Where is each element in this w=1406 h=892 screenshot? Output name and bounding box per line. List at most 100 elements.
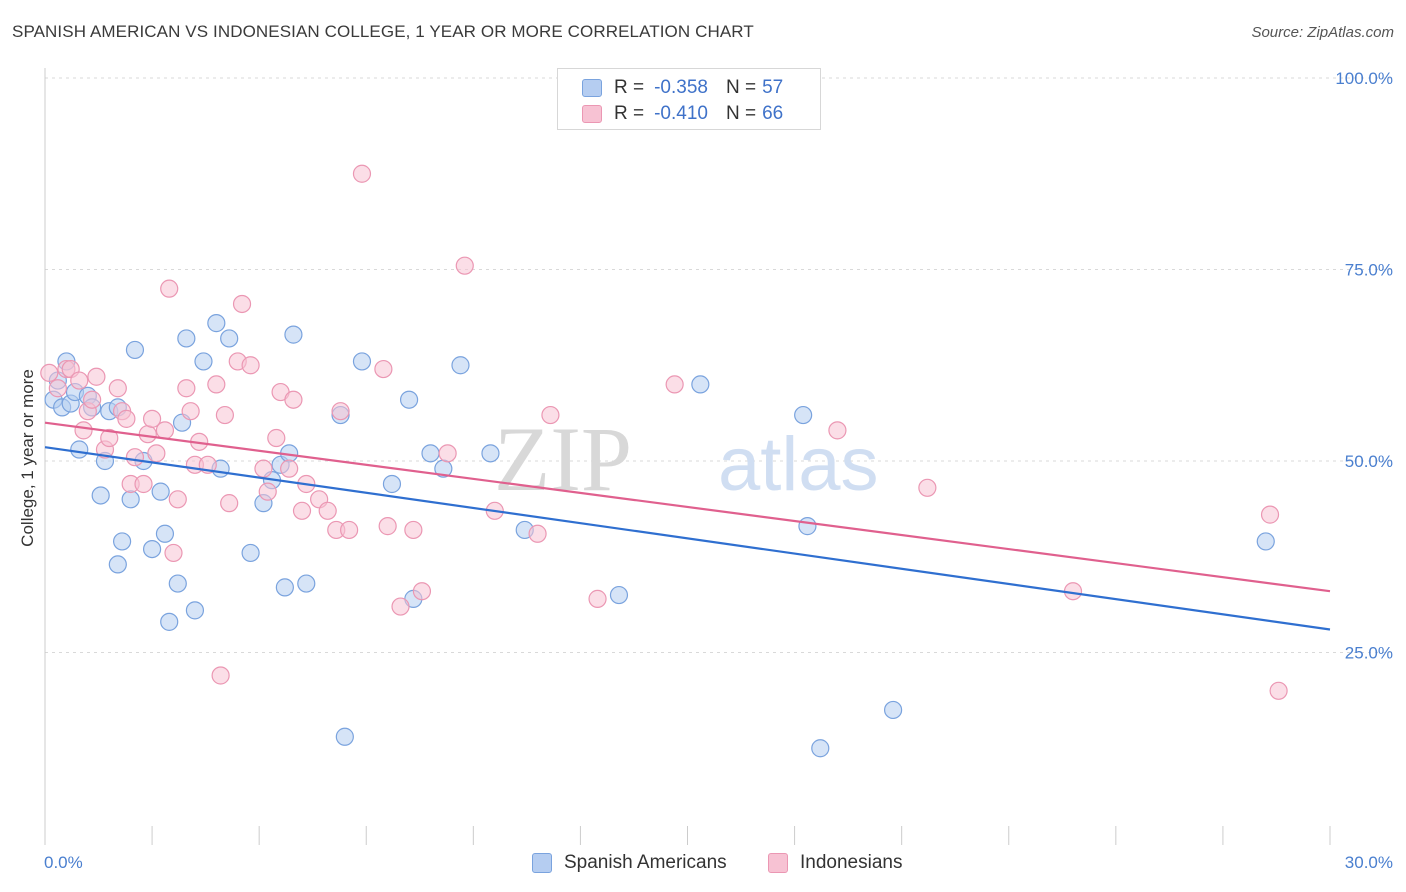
point-spanish-american [151,482,170,501]
legend-label: Indonesians [800,852,903,873]
point-spanish-american [194,352,213,371]
legend-item-indonesians[interactable]: Indonesians [768,852,902,874]
point-indonesian [125,448,145,467]
point-spanish-american [241,543,260,563]
legend-r-value: -0.410 [654,103,708,124]
point-indonesian [168,490,187,509]
point-indonesian [267,428,286,448]
legend-n-value: 57 [762,77,784,98]
point-indonesian [87,367,106,386]
point-indonesian [828,421,847,440]
legend-row-spanish-americans: R = -0.358 N = 57 [582,77,783,99]
point-indonesian [74,421,93,440]
point-indonesian [412,582,432,601]
series-legend: Spanish Americans Indonesians [0,852,1406,876]
point-spanish-american [155,524,175,543]
data-points [40,164,1288,758]
tick-labels: 100.0% 75.0% 50.0% 25.0% 0.0% 30.0% [44,69,1393,872]
point-spanish-american [335,727,354,746]
point-spanish-american [691,375,710,394]
point-indonesian [181,402,200,421]
point-indonesian [241,356,260,375]
legend-label: Spanish Americans [564,852,727,873]
point-indonesian [100,428,119,448]
point-indonesian [438,444,457,463]
point-spanish-american [883,700,903,720]
point-indonesian [280,459,299,478]
point-indonesian [215,405,234,425]
point-indonesian [177,379,196,398]
point-spanish-american [399,390,419,409]
watermark-zip: ZIP [494,408,632,510]
point-spanish-american [91,486,110,505]
point-spanish-american [70,440,89,459]
point-indonesian [117,409,136,428]
point-indonesian [318,501,337,520]
point-spanish-american [284,325,303,344]
legend-item-spanish-americans[interactable]: Spanish Americans [532,852,727,874]
point-indonesian [541,405,560,425]
y-tick-label: 100.0% [1335,69,1393,88]
point-indonesian [374,359,393,379]
point-spanish-american [798,517,817,536]
point-indonesian [48,379,67,398]
point-spanish-american [142,539,162,559]
point-spanish-american [1256,532,1275,551]
point-indonesian [164,543,183,563]
point-spanish-american [168,574,187,593]
watermark-atlas: atlas [718,422,879,507]
point-spanish-american [352,352,372,371]
legend-swatch-blue [532,853,552,873]
point-indonesian [211,666,230,685]
point-spanish-american [794,405,813,425]
legend-n-label: N = [725,77,757,98]
x-tick-label: 0.0% [44,853,83,872]
point-indonesian [220,494,239,513]
point-indonesian [83,390,102,409]
point-indonesian [155,421,175,440]
watermark: ZIP atlas [494,408,879,510]
point-indonesian [108,379,127,398]
source-label: Source: ZipAtlas.com [1251,24,1394,41]
legend-n-value: 66 [762,103,784,124]
y-tick-label: 25.0% [1345,644,1393,663]
point-indonesian [918,478,937,497]
legend-swatch-blue [582,79,602,97]
point-indonesian [160,279,179,298]
point-spanish-american [185,601,205,620]
point-spanish-american [811,739,830,758]
x-tick-label: 30.0% [1345,853,1393,872]
stats-legend: R = -0.358 N = 57 R = -0.410 N = 66 [557,68,821,130]
point-indonesian [455,256,474,275]
trend-line-spanish-americans [44,446,1331,631]
point-spanish-american [112,532,132,551]
point-indonesian [134,474,153,494]
point-indonesian [391,597,410,616]
point-indonesian [254,459,273,478]
legend-r-label: R = [614,77,645,98]
point-indonesian [331,402,350,421]
legend-n-label: N = [725,103,757,124]
trend-lines [44,421,1331,631]
point-spanish-american [108,555,127,574]
legend-row-indonesians: R = -0.410 N = 66 [582,103,783,125]
axes [44,68,1331,845]
point-spanish-american [297,574,316,593]
point-indonesian [378,517,397,536]
point-spanish-american [451,356,470,375]
point-indonesian [258,482,277,501]
point-spanish-american [207,314,226,333]
point-spanish-american [220,329,239,348]
point-indonesian [70,371,89,390]
point-indonesian [588,589,607,608]
point-indonesian [665,375,684,394]
point-indonesian [138,425,157,444]
legend-swatch-pink [768,853,788,873]
legend-swatch-pink [582,105,602,123]
point-indonesian [142,409,162,428]
point-spanish-american [481,444,500,463]
point-indonesian [528,524,547,543]
legend-r-label: R = [614,103,645,124]
legend-r-value: -0.358 [654,77,708,98]
